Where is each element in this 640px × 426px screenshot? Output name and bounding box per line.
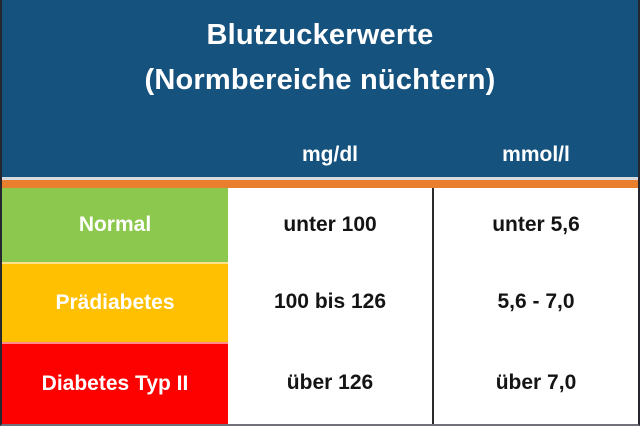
table-body: Normal unter 100 unter 5,6 Prädiabetes 1… [2,188,638,424]
title-line-1: Blutzuckerwerte [206,19,434,51]
row-label-diabetes: Diabetes Typ II [2,342,228,424]
title-line-2: (Normbereiche nüchtern) [144,64,496,96]
table-header: Blutzuckerwerte (Normbereiche nüchtern) … [2,0,638,177]
value-diabetes-mgdl: über 126 [228,342,432,424]
column-header-mgdl: mg/dl [302,143,358,166]
value-diabetes-mmoll: über 7,0 [434,342,638,424]
value-normal-mmoll: unter 5,6 [434,188,638,262]
column-divider [432,342,434,424]
value-prediabetes-mmoll: 5,6 - 7,0 [434,262,638,342]
table-row-normal: Normal unter 100 unter 5,6 [2,188,638,262]
column-divider [432,188,434,262]
page-title: Blutzuckerwerte (Normbereiche nüchtern) [2,0,638,103]
column-divider [432,262,434,342]
row-label-normal: Normal [2,188,228,262]
header-separator-line [2,177,638,180]
table-row-prediabetes: Prädiabetes 100 bis 126 5,6 - 7,0 [2,262,638,342]
orange-accent-bar [2,180,638,188]
table-row-diabetes: Diabetes Typ II über 126 über 7,0 [2,342,638,424]
column-header-row: mg/dl mmol/l [2,133,638,177]
row-label-prediabetes: Prädiabetes [2,262,228,342]
value-normal-mgdl: unter 100 [228,188,432,262]
column-header-mmoll: mmol/l [502,143,570,166]
value-prediabetes-mgdl: 100 bis 126 [228,262,432,342]
